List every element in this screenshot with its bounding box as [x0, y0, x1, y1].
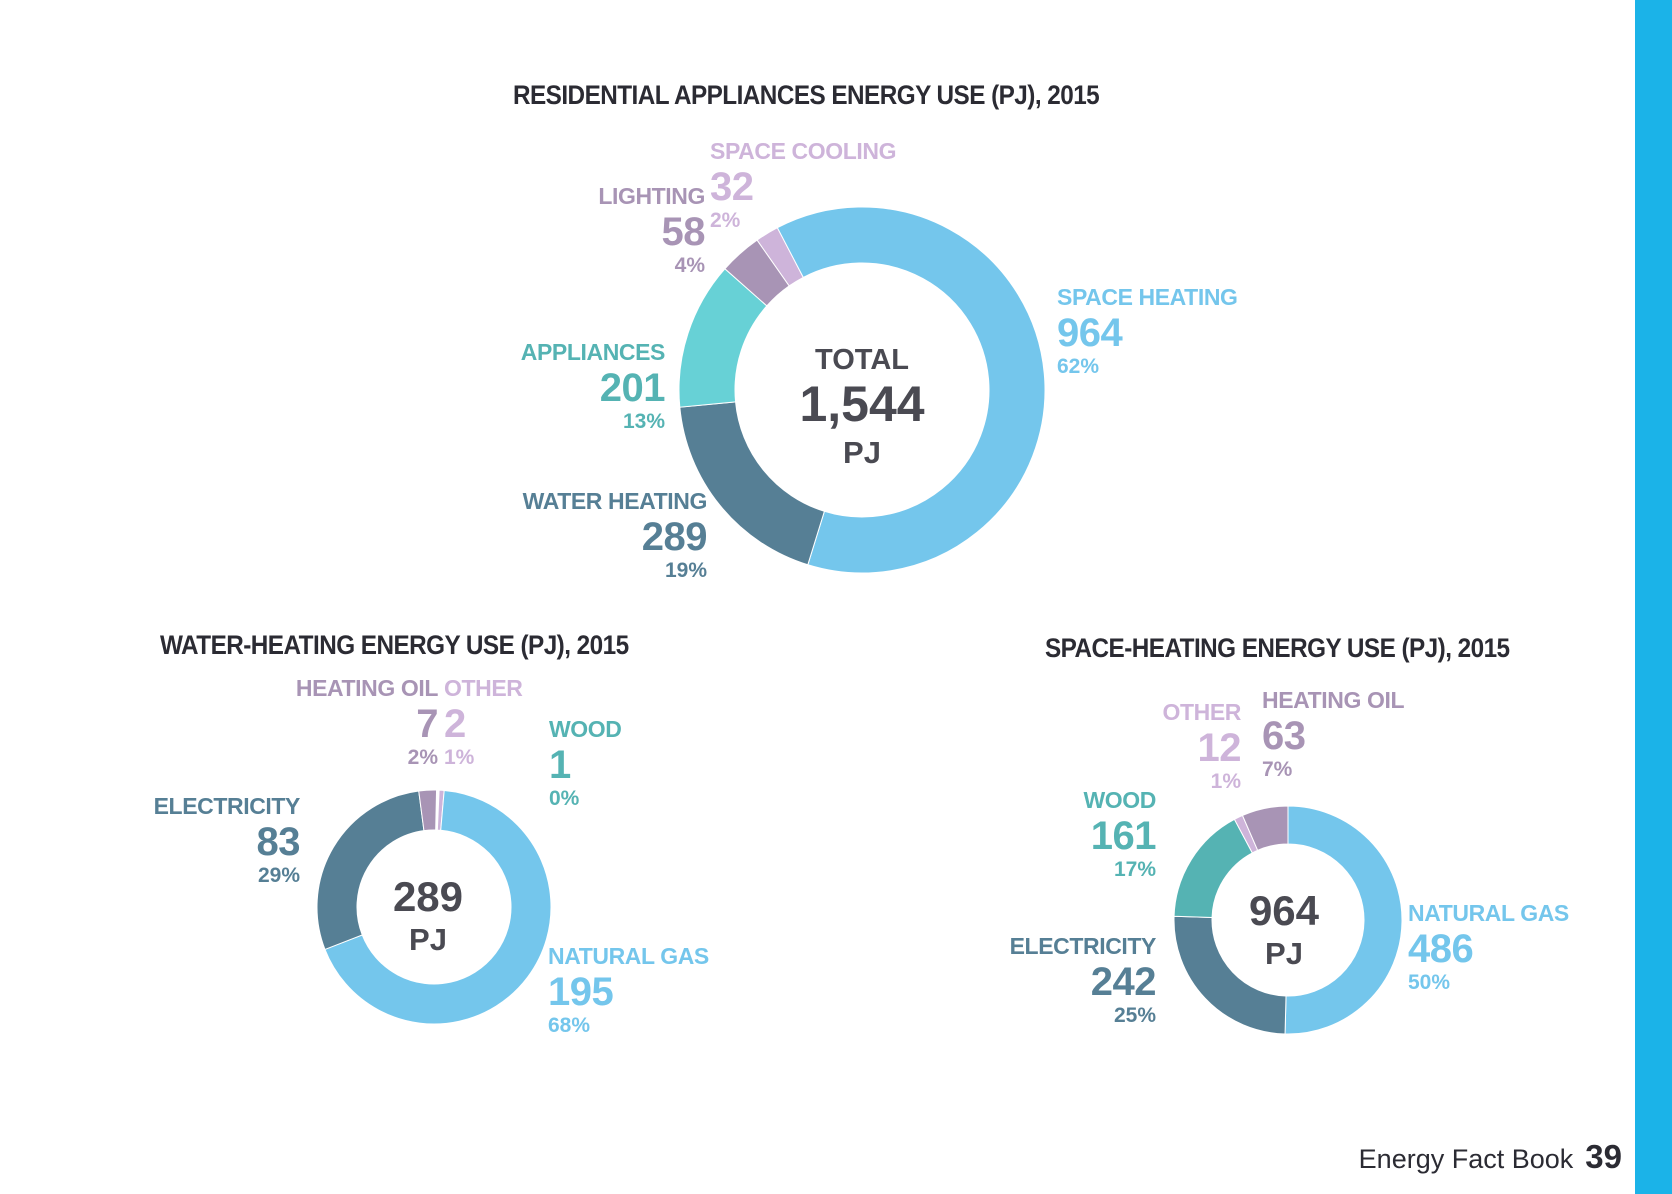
- center-unit-total: PJ: [843, 435, 881, 470]
- center-value-water-heating: 289: [393, 873, 463, 920]
- slice-percent: 7%: [1262, 758, 1293, 781]
- slice-percent: 62%: [1057, 355, 1100, 378]
- slice-percent: 17%: [1113, 858, 1156, 881]
- slice-value: 242: [1090, 960, 1157, 1004]
- slice-label-wood: WOOD 1 0%: [549, 716, 622, 811]
- slice-value: 7: [416, 702, 438, 746]
- slice-percent: 2%: [710, 209, 741, 232]
- center-value-space-heating: 964: [1249, 887, 1320, 934]
- slice-name: OTHER: [1162, 699, 1241, 725]
- slice-name: SPACE HEATING: [1057, 284, 1238, 310]
- slice-name: WOOD: [549, 716, 622, 742]
- slice-name: OTHER: [444, 675, 523, 701]
- slice-name: SPACE COOLING: [710, 138, 897, 164]
- slice-name: ELECTRICITY: [153, 793, 301, 819]
- slice-percent: 1%: [1210, 770, 1241, 793]
- chart-title-water-heating: WATER-HEATING ENERGY USE (PJ), 2015: [160, 630, 629, 660]
- slice-value: 12: [1197, 726, 1242, 770]
- slice-label-space-cooling: SPACE COOLING 32 2%: [710, 138, 896, 233]
- slice-label-heating-oil: HEATING OIL 7 2%: [295, 675, 439, 770]
- donut-slice-lighting: [724, 239, 790, 307]
- slice-label-water-heating: WATER HEATING 289 19%: [522, 488, 708, 583]
- slice-value: 32: [710, 165, 754, 209]
- slice-label-electricity: ELECTRICITY 83 29%: [153, 793, 301, 888]
- slice-value: 201: [599, 366, 666, 410]
- slice-label-space-heating: SPACE HEATING 964 62%: [1057, 284, 1238, 379]
- slice-label-other: OTHER 12 1%: [1162, 699, 1241, 794]
- slice-label-wood: WOOD 161 17%: [1084, 787, 1157, 882]
- chart-title-residential: RESIDENTIAL APPLIANCES ENERGY USE (PJ), …: [513, 80, 1100, 110]
- slice-label-heating-oil: HEATING OIL 63 7%: [1262, 687, 1405, 782]
- slice-percent: 0%: [549, 787, 580, 810]
- donut-slice-wood: [1173, 818, 1253, 919]
- slice-value: 486: [1408, 927, 1474, 971]
- slice-percent: 68%: [548, 1014, 591, 1037]
- slice-value: 161: [1090, 814, 1157, 858]
- slice-value: 58: [661, 210, 706, 254]
- slice-label-lighting: LIGHTING 58 4%: [598, 183, 705, 278]
- slice-percent: 29%: [257, 864, 300, 887]
- donut-slice-space-heating: [776, 206, 1046, 574]
- slice-value: 195: [548, 970, 614, 1014]
- page-footer: Energy Fact Book 39: [1359, 1138, 1622, 1176]
- slice-value: 83: [256, 820, 301, 864]
- page-number: 39: [1585, 1138, 1622, 1175]
- slice-value: 2: [444, 702, 466, 746]
- slice-value: 1: [549, 743, 571, 787]
- slice-name: WATER HEATING: [522, 488, 708, 514]
- center-unit-space-heating: PJ: [1265, 936, 1303, 971]
- slice-name: NATURAL GAS: [1408, 900, 1569, 926]
- chart-title-space-heating: SPACE-HEATING ENERGY USE (PJ), 2015: [1045, 633, 1510, 663]
- accent-sidebar-bar: [1635, 0, 1672, 1194]
- slice-label-natural-gas: NATURAL GAS 195 68%: [548, 943, 709, 1038]
- slice-name: APPLIANCES: [520, 339, 666, 365]
- center-unit-water-heating: PJ: [409, 922, 447, 957]
- donut-slice-natural-gas: [1284, 805, 1403, 1035]
- slice-percent: 2%: [407, 746, 438, 769]
- slice-percent: 19%: [664, 559, 707, 582]
- donut-slice-heating-oil: [418, 789, 438, 832]
- slice-value: 63: [1262, 714, 1306, 758]
- slice-value: 289: [641, 515, 708, 559]
- donut-slice-natural-gas: [324, 789, 552, 1025]
- slice-value: 964: [1057, 311, 1123, 355]
- slice-name: WOOD: [1083, 787, 1157, 813]
- slice-percent: 50%: [1408, 971, 1451, 994]
- slice-label-appliances: APPLIANCES 201 13%: [520, 339, 666, 434]
- center-label-total: TOTAL: [815, 344, 909, 376]
- slice-label-other: OTHER 2 1%: [444, 675, 523, 770]
- center-value-total: 1,544: [799, 376, 924, 432]
- slice-name: HEATING OIL: [295, 675, 439, 701]
- slice-percent: 4%: [674, 254, 705, 277]
- book-title: Energy Fact Book: [1358, 1144, 1574, 1174]
- slice-name: ELECTRICITY: [1009, 933, 1157, 959]
- slice-name: HEATING OIL: [1262, 687, 1405, 713]
- slice-name: LIGHTING: [598, 183, 705, 209]
- donut-slice-heating-oil: [1241, 805, 1289, 851]
- slice-label-natural-gas: NATURAL GAS 486 50%: [1408, 900, 1569, 995]
- slice-name: NATURAL GAS: [548, 943, 709, 969]
- slice-label-electricity: ELECTRICITY 242 25%: [1009, 933, 1157, 1028]
- slice-percent: 25%: [1113, 1004, 1156, 1027]
- slice-percent: 1%: [444, 746, 475, 769]
- slice-percent: 13%: [622, 410, 665, 433]
